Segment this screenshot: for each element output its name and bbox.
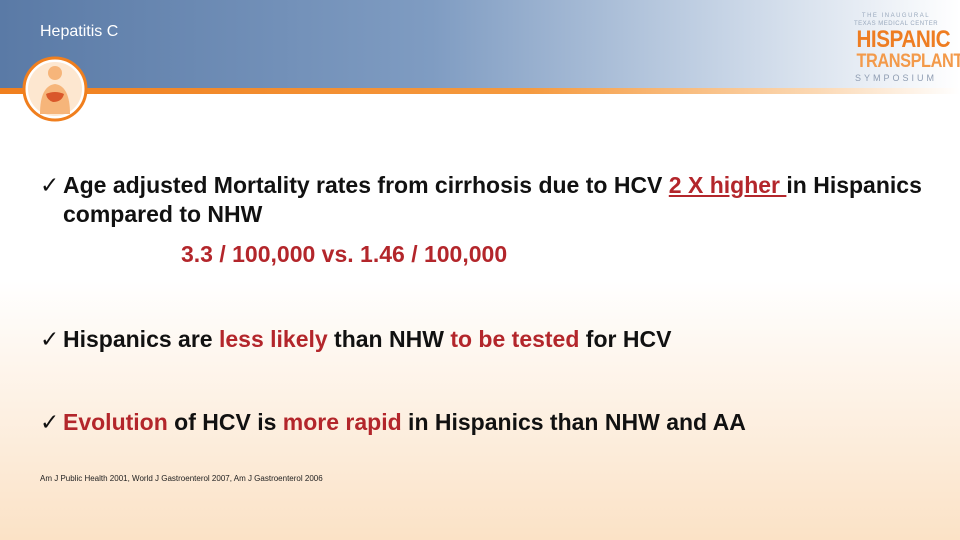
- accent-rule: [0, 88, 960, 94]
- bullet-text-part: in Hispanics compared to NHW: [63, 172, 922, 227]
- brand-line-1: THE INAUGURAL: [861, 13, 931, 19]
- emphasis-text: 2 X higher: [668, 172, 787, 198]
- bullet-text-part: Age adjusted Mortality rates from cirrho…: [63, 172, 669, 198]
- brand-main: HISPANIC: [856, 26, 951, 53]
- emphasis-text: to be tested: [450, 326, 580, 352]
- bullet-text: Age adjusted Mortality rates from cirrho…: [63, 171, 940, 229]
- slide-section-title: Hepatitis C: [40, 23, 119, 40]
- bullet-testing: ✓ Hispanics are less likely than NHW to …: [40, 325, 940, 354]
- bullet-text-part: than NHW: [327, 326, 451, 352]
- bullet-text-part: for HCV: [579, 326, 672, 352]
- bullet-text: Hispanics are less likely than NHW to be…: [63, 325, 940, 354]
- emphasis-text: Evolution: [63, 409, 168, 435]
- emphasis-text: more rapid: [282, 409, 402, 435]
- check-icon: ✓: [40, 409, 60, 435]
- check-icon: ✓: [40, 326, 60, 352]
- brand-sub: TRANSPLANT: [856, 51, 960, 72]
- bullet-evolution: ✓ Evolution of HCV is more rapid in Hisp…: [40, 408, 940, 437]
- emphasis-text: less likely: [218, 326, 328, 352]
- check-icon: ✓: [40, 172, 60, 198]
- bullet-text-part: Hispanics are: [63, 326, 219, 352]
- liver-body-icon: [22, 56, 88, 122]
- mortality-stat: 3.3 / 100,000 vs. 1.46 / 100,000: [181, 241, 508, 267]
- header-banner: Hepatitis C THE INAUGURAL TEXAS MEDICAL …: [0, 0, 960, 88]
- bullet-text-part: in Hispanics than NHW and AA: [401, 409, 746, 435]
- bullet-mortality: ✓ Age adjusted Mortality rates from cirr…: [40, 171, 940, 229]
- symposium-logo: THE INAUGURAL TEXAS MEDICAL CENTER HISPA…: [850, 12, 960, 84]
- bullet-text: Evolution of HCV is more rapid in Hispan…: [63, 408, 940, 437]
- citation: Am J Public Health 2001, World J Gastroe…: [40, 474, 323, 483]
- brand-line-2: TEXAS MEDICAL CENTER: [853, 21, 939, 27]
- bullet-text-part: of HCV is: [167, 409, 283, 435]
- brand-tag: SYMPOSIUM: [854, 73, 937, 83]
